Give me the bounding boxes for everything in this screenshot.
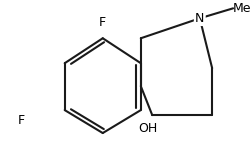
- Text: F: F: [99, 16, 106, 29]
- Text: Me: Me: [232, 2, 250, 15]
- Text: OH: OH: [138, 122, 157, 135]
- Text: N: N: [194, 12, 204, 25]
- Text: F: F: [17, 114, 24, 127]
